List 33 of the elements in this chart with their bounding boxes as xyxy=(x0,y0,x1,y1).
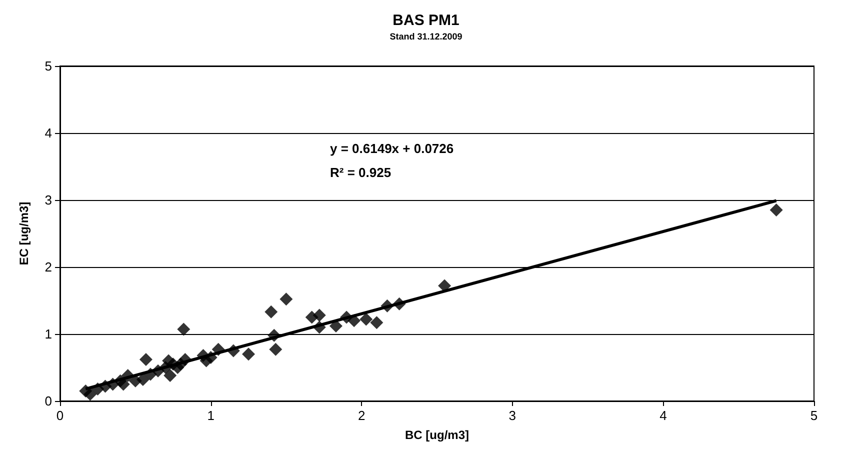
point xyxy=(312,308,326,322)
point xyxy=(438,279,452,292)
y-tick-label: 1 xyxy=(44,326,52,342)
x-axis-title: BC [ug/m3] xyxy=(405,428,469,442)
point xyxy=(242,348,255,361)
point xyxy=(84,388,97,401)
annotation: y = 0.6149x + 0.0726 xyxy=(330,141,454,156)
point xyxy=(177,322,190,336)
point xyxy=(370,316,384,330)
chart-subtitle: Stand 31.12.2009 xyxy=(390,32,462,42)
y-tick-label: 5 xyxy=(44,58,52,74)
y-tick-label: 3 xyxy=(44,192,52,208)
chart-title: BAS PM1 xyxy=(392,12,460,29)
point xyxy=(136,373,150,386)
point xyxy=(269,342,282,356)
point xyxy=(264,305,278,318)
point xyxy=(770,204,783,217)
point xyxy=(116,378,130,391)
point xyxy=(139,352,152,366)
x-tick-label: 3 xyxy=(508,408,516,423)
point xyxy=(360,312,373,326)
y-tick-label: 0 xyxy=(44,394,52,408)
x-tick-label: 4 xyxy=(660,408,667,423)
y-tick-label: 4 xyxy=(44,126,52,140)
y-tick-label: 2 xyxy=(44,260,52,274)
x-tick-label: 2 xyxy=(358,408,366,423)
x-tick-label: 1 xyxy=(207,408,214,423)
x-tick-label: 5 xyxy=(810,408,818,423)
annotation: R² = 0.925 xyxy=(330,165,392,180)
y-axis-title: EC [ug/m3] xyxy=(17,202,31,266)
point xyxy=(164,369,177,382)
point xyxy=(280,292,293,306)
x-tick-label: 0 xyxy=(56,408,64,423)
